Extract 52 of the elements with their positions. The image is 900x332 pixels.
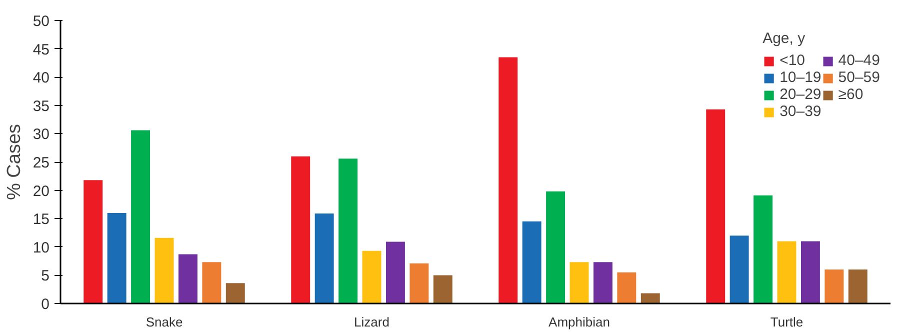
y-axis-title: % Cases xyxy=(4,124,25,200)
y-tick-label: 50 xyxy=(32,13,50,30)
y-tick-label: 20 xyxy=(32,182,50,200)
bar xyxy=(131,130,150,304)
legend-label: 40–49 xyxy=(838,52,880,69)
y-tick-label: 5 xyxy=(41,268,50,285)
y-tick-label: 0 xyxy=(41,296,50,313)
bar xyxy=(777,241,796,304)
y-tick-label: 30 xyxy=(32,126,50,144)
bar xyxy=(800,241,820,304)
legend-label: <10 xyxy=(780,52,806,69)
bar xyxy=(178,254,198,304)
bar xyxy=(291,156,310,304)
bar xyxy=(730,236,749,304)
x-tick-label: Snake xyxy=(146,314,183,330)
bar xyxy=(202,262,222,304)
bar xyxy=(848,270,868,304)
bar xyxy=(522,221,542,304)
bar xyxy=(570,262,589,304)
legend-label: 20–29 xyxy=(780,86,822,103)
y-tick-label: 25 xyxy=(32,154,50,172)
bar xyxy=(226,283,245,304)
bar xyxy=(824,270,844,304)
bar xyxy=(107,212,126,304)
x-tick-label: Amphibian xyxy=(548,314,610,330)
x-tick-label: Turtle xyxy=(770,314,804,330)
legend-label: 10–19 xyxy=(780,69,822,86)
y-tick-label: 35 xyxy=(32,98,50,115)
bar xyxy=(593,262,612,304)
bar xyxy=(154,238,174,304)
legend-title: Age, y xyxy=(762,30,806,47)
bar xyxy=(754,195,773,304)
bar xyxy=(386,242,405,304)
legend-label: ≥60 xyxy=(838,86,864,103)
x-tick-label: Lizard xyxy=(354,314,390,330)
bar xyxy=(617,272,636,304)
y-tick-label: 45 xyxy=(32,41,50,58)
bar xyxy=(433,275,452,304)
bar xyxy=(546,191,566,304)
bar xyxy=(498,57,518,304)
bar xyxy=(84,180,103,304)
y-tick-label: 10 xyxy=(32,239,50,256)
bar xyxy=(338,158,358,304)
bar xyxy=(640,293,660,304)
bar xyxy=(410,263,429,304)
y-tick-label: 40 xyxy=(32,70,50,87)
legend-label: 50–59 xyxy=(838,69,880,86)
bar xyxy=(706,109,726,304)
bar xyxy=(362,250,382,304)
legend-label: 30–39 xyxy=(780,103,822,120)
bar xyxy=(314,214,334,304)
y-tick-label: 15 xyxy=(32,211,50,228)
